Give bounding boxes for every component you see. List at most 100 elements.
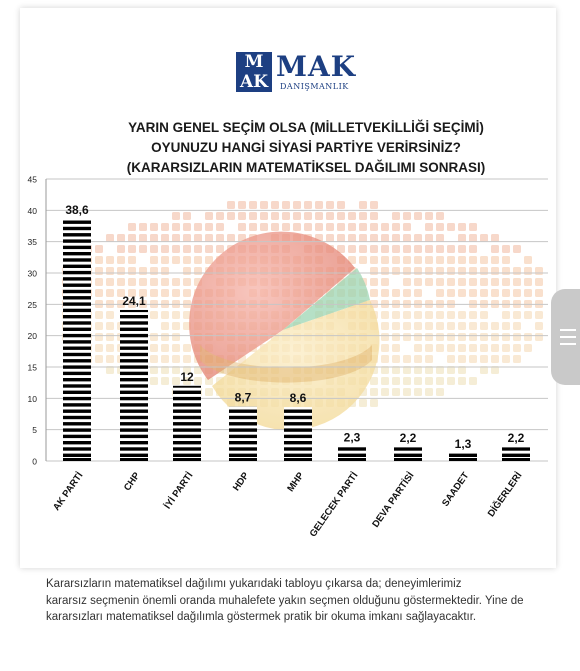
watermark-tile	[150, 234, 158, 242]
watermark-tile	[436, 234, 444, 242]
watermark-tile	[414, 212, 422, 220]
bar	[284, 407, 312, 461]
watermark-tile	[370, 399, 378, 407]
watermark-tile	[315, 212, 323, 220]
watermark-tile	[513, 267, 521, 275]
watermark-tile	[95, 267, 103, 275]
watermark-tile	[194, 234, 202, 242]
watermark-tile	[161, 245, 169, 253]
watermark-tile	[106, 256, 114, 264]
watermark-tile	[425, 278, 433, 286]
watermark-tile	[370, 234, 378, 242]
watermark-tile	[117, 278, 125, 286]
bar	[229, 406, 257, 461]
watermark-tile	[425, 366, 433, 374]
watermark-tile	[172, 322, 180, 330]
watermark-tile	[458, 245, 466, 253]
watermark-tile	[172, 278, 180, 286]
watermark-tile	[183, 256, 191, 264]
watermark-tile	[524, 256, 532, 264]
watermark-tile	[480, 366, 488, 374]
watermark-tile	[172, 333, 180, 341]
watermark-tile	[183, 223, 191, 231]
watermark-tile	[491, 366, 499, 374]
y-tick-label: 5	[32, 425, 37, 435]
watermark-tile	[469, 234, 477, 242]
watermark-tile	[172, 377, 180, 385]
watermark-tile	[139, 223, 147, 231]
watermark-tile	[106, 289, 114, 297]
bar-base	[394, 458, 422, 461]
watermark-tile	[403, 355, 411, 363]
data-label: 8,6	[290, 391, 307, 405]
logo-wordmark: MAK	[276, 50, 357, 83]
x-tick-label: CHP	[122, 470, 143, 493]
watermark-tile	[447, 377, 455, 385]
watermark-tile	[425, 333, 433, 341]
watermark-tile	[315, 223, 323, 231]
watermark-tile	[183, 267, 191, 275]
watermark-tile	[293, 223, 301, 231]
watermark-tile	[425, 212, 433, 220]
watermark-tile	[326, 201, 334, 209]
watermark-tile	[524, 344, 532, 352]
watermark-tile	[392, 223, 400, 231]
watermark-tile	[205, 256, 213, 264]
company-logo: M AK MAK DANIŞMANLIK	[236, 50, 366, 98]
watermark-tile	[359, 201, 367, 209]
x-tick-label: İYİ PARTİ	[162, 470, 195, 511]
watermark-tile	[326, 223, 334, 231]
watermark-tile	[161, 267, 169, 275]
watermark-tile	[381, 344, 389, 352]
side-scroll-handle[interactable]	[551, 289, 580, 385]
watermark-tile	[447, 355, 455, 363]
bar	[502, 447, 530, 461]
watermark-tile	[480, 333, 488, 341]
watermark-tile	[183, 344, 191, 352]
watermark-tile	[491, 245, 499, 253]
watermark-tile	[392, 388, 400, 396]
watermark-tile	[304, 201, 312, 209]
watermark-tile	[392, 234, 400, 242]
watermark-tile	[183, 355, 191, 363]
watermark-tile	[172, 223, 180, 231]
watermark-tile	[381, 245, 389, 253]
watermark-tile	[172, 245, 180, 253]
watermark-tile	[348, 223, 356, 231]
watermark-tile	[535, 278, 543, 286]
watermark-tile	[359, 399, 367, 407]
watermark-tile	[436, 311, 444, 319]
watermark-tile	[227, 212, 235, 220]
logo-mark: M AK	[236, 52, 272, 92]
watermark-tile	[502, 267, 510, 275]
watermark-tile	[458, 355, 466, 363]
watermark-tile	[205, 245, 213, 253]
watermark-tile	[238, 201, 246, 209]
watermark-tile	[194, 256, 202, 264]
watermark-tile	[414, 355, 422, 363]
handle-line-2	[560, 336, 576, 338]
watermark-tile	[403, 388, 411, 396]
watermark-tile	[172, 344, 180, 352]
watermark-tile	[117, 267, 125, 275]
watermark-tile	[293, 201, 301, 209]
watermark-tile	[524, 333, 532, 341]
watermark-tile	[370, 223, 378, 231]
watermark-tile	[414, 278, 422, 286]
watermark-tile	[392, 344, 400, 352]
watermark-tile	[502, 322, 510, 330]
watermark-tile	[425, 388, 433, 396]
data-label: 38,6	[65, 203, 89, 217]
watermark-tile	[436, 322, 444, 330]
watermark-tile	[370, 267, 378, 275]
watermark-tile	[535, 267, 543, 275]
watermark-tile	[535, 289, 543, 297]
watermark-tile	[513, 322, 521, 330]
x-tick-label: MHP	[285, 470, 306, 494]
watermark-tile	[150, 366, 158, 374]
watermark-tile	[524, 289, 532, 297]
watermark-tile	[150, 245, 158, 253]
watermark-tile	[117, 234, 125, 242]
watermark-tile	[337, 212, 345, 220]
